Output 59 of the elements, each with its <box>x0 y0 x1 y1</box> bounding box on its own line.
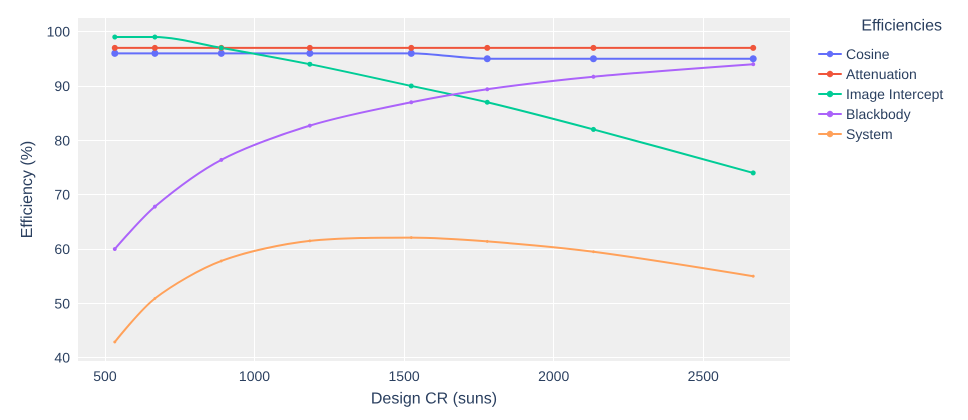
point <box>410 236 413 240</box>
point <box>112 34 118 40</box>
y-tick-label: 70 <box>54 186 70 203</box>
point <box>592 250 595 254</box>
point <box>306 44 313 51</box>
point <box>220 259 223 262</box>
legend-label: Attenuation <box>846 66 917 82</box>
point <box>486 240 489 243</box>
x-tick-label: 500 <box>93 368 117 384</box>
point <box>306 50 314 57</box>
point <box>112 247 117 252</box>
point <box>750 44 756 51</box>
point <box>484 100 490 105</box>
point <box>308 239 312 242</box>
point <box>218 50 225 57</box>
point <box>590 126 596 132</box>
x-axis-title: Design CR (suns) <box>370 390 498 408</box>
point <box>112 44 118 51</box>
x-tick-label: 2000 <box>538 368 570 384</box>
x-tick-label: 1500 <box>388 368 420 384</box>
legend-label: Image Intercept <box>846 86 944 102</box>
x-tick-label: 2500 <box>688 368 720 384</box>
point <box>752 274 755 278</box>
y-tick-label: 50 <box>54 295 70 312</box>
y-axis-title: Efficiency (%) <box>19 140 36 238</box>
point <box>408 83 414 88</box>
point <box>219 158 224 162</box>
legend-label: System <box>846 126 893 142</box>
point <box>307 62 312 67</box>
point <box>308 124 312 128</box>
y-tick-label: 100 <box>46 24 70 40</box>
point <box>151 50 158 57</box>
point <box>591 74 596 79</box>
legend-title: Efficiencies <box>861 18 942 34</box>
point <box>113 340 116 344</box>
point <box>111 50 118 57</box>
point <box>750 170 756 176</box>
point <box>152 44 158 51</box>
line-series <box>113 236 755 344</box>
y-tick-label: 60 <box>54 241 70 258</box>
point <box>152 204 157 209</box>
y-tick-label: 80 <box>54 132 70 148</box>
point <box>152 34 158 40</box>
x-tick-label: 1000 <box>238 368 270 384</box>
point <box>484 44 490 51</box>
point <box>408 50 415 57</box>
legend-label: Blackbody <box>846 106 911 122</box>
y-tick-label: 90 <box>54 78 70 94</box>
legend-label: Cosine <box>846 46 890 62</box>
point <box>590 55 597 62</box>
point <box>408 44 414 51</box>
y-tick-label: 40 <box>54 350 70 366</box>
point <box>751 62 756 66</box>
point <box>153 296 156 300</box>
point <box>409 100 414 104</box>
point <box>485 87 490 92</box>
point <box>484 55 491 62</box>
point <box>750 55 757 62</box>
point <box>590 44 596 51</box>
